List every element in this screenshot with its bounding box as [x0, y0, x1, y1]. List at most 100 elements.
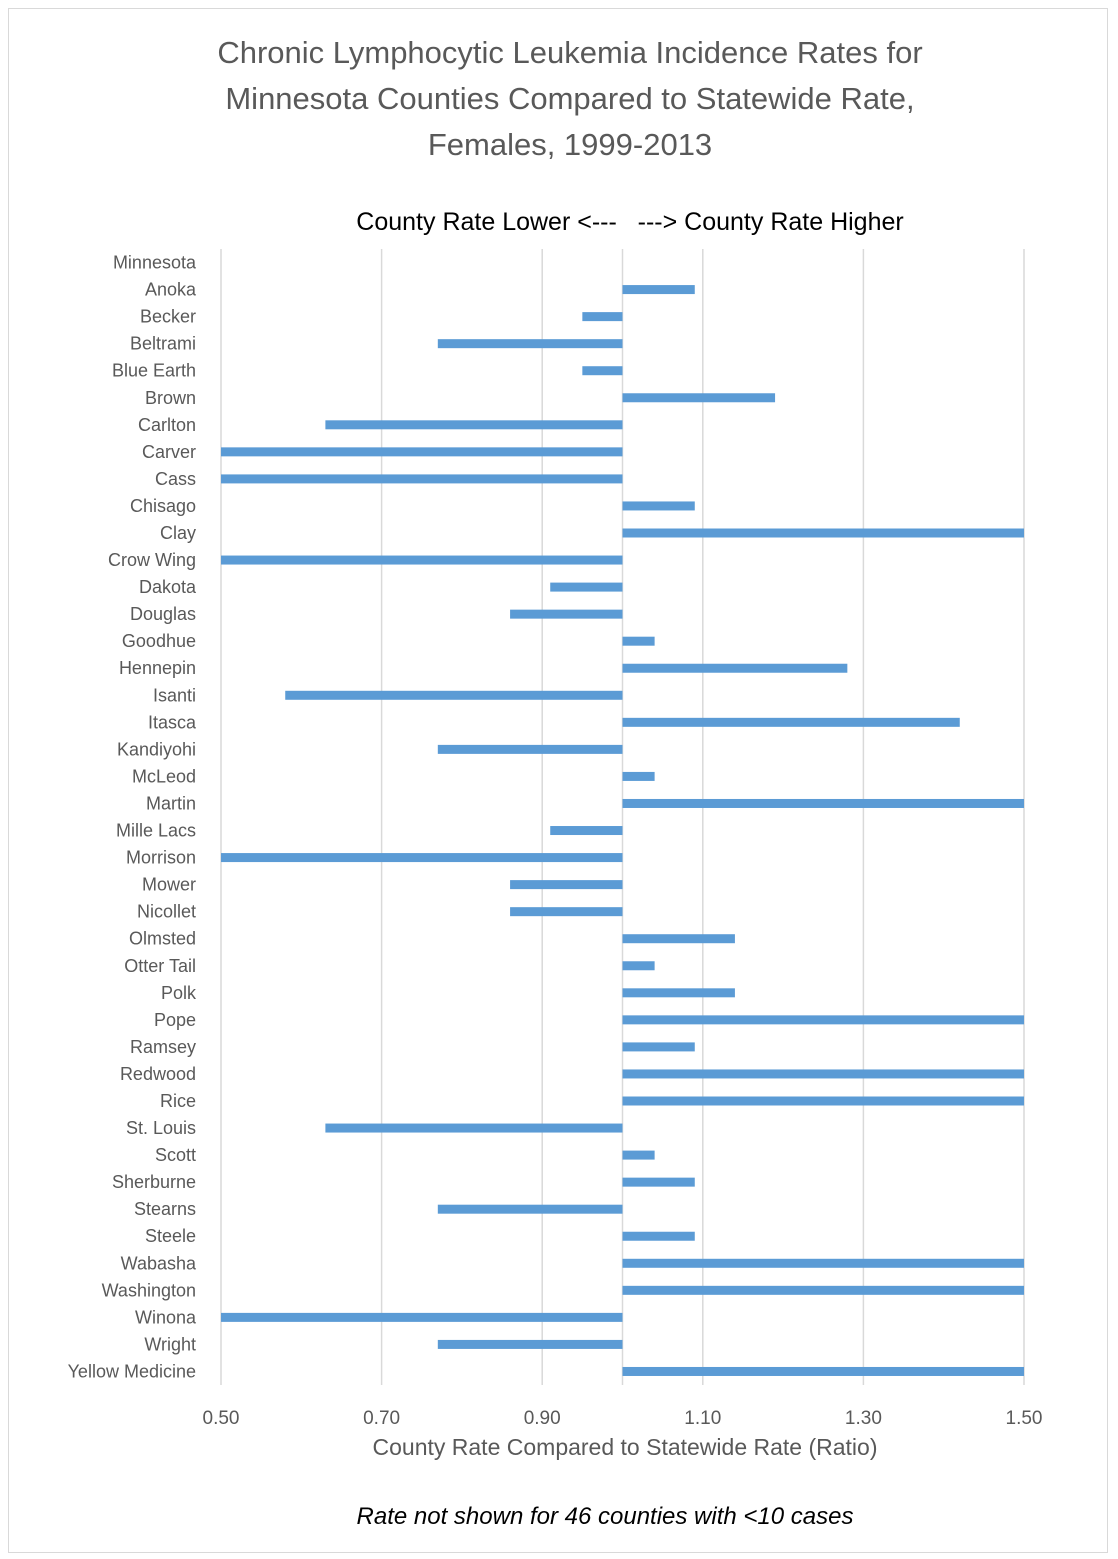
category-label: Isanti — [153, 685, 196, 705]
category-label: Wabasha — [121, 1253, 197, 1273]
category-label: Kandiyohi — [117, 739, 196, 759]
category-label: McLeod — [132, 766, 196, 786]
chart-title-line-2: Minnesota Counties Compared to Statewide… — [225, 81, 915, 116]
bar-douglas — [510, 609, 623, 619]
category-label: Crow Wing — [108, 550, 196, 570]
bar-mille-lacs — [550, 826, 623, 836]
bar-st-louis — [325, 1123, 623, 1133]
x-tick-label: 0.70 — [363, 1408, 400, 1429]
category-label: Sherburne — [112, 1172, 196, 1192]
bar-mcleod — [622, 771, 655, 781]
category-label: Nicollet — [137, 902, 196, 922]
category-label: Olmsted — [129, 929, 196, 949]
bars — [221, 285, 1024, 1376]
bar-isanti — [285, 690, 623, 700]
bar-itasca — [622, 717, 960, 727]
category-label: Douglas — [130, 604, 196, 624]
chart-frame — [8, 8, 1108, 1553]
category-label: Scott — [155, 1145, 196, 1165]
footnote: Rate not shown for 46 counties with <10 … — [356, 1503, 854, 1530]
chart-title: Chronic Lymphocytic Leukemia Incidence R… — [120, 30, 1020, 168]
bar-yellow-medicine — [622, 1366, 1024, 1376]
category-label: Stearns — [134, 1199, 196, 1219]
category-label: Beltrami — [130, 334, 196, 354]
bar-carver — [221, 447, 623, 457]
x-axis-label: County Rate Compared to Statewide Rate (… — [372, 1434, 878, 1460]
category-labels: Minnesota Anoka Becker Beltrami Blue Earth Br… — [68, 253, 197, 1382]
x-tick-label: 1.50 — [1006, 1408, 1043, 1429]
bar-chisago — [622, 501, 695, 511]
direction-label: County Rate Lower <--- ---> County Rate … — [356, 208, 904, 236]
bar-winona — [221, 1312, 623, 1322]
category-label: Cass — [155, 469, 196, 489]
bar-morrison — [221, 853, 623, 863]
category-label: Itasca — [148, 712, 197, 732]
bar-beltrami — [437, 339, 623, 349]
category-label: Rice — [160, 1091, 196, 1111]
category-label: Carver — [142, 442, 196, 462]
bar-cass — [221, 474, 623, 484]
x-tick-label: 1.10 — [684, 1408, 721, 1429]
x-tick-labels: 0.50 0.70 0.90 1.10 1.30 1.50 — [203, 1408, 1043, 1429]
bar-stearns — [437, 1204, 623, 1214]
category-label: Ramsey — [130, 1037, 196, 1057]
bar-becker — [582, 312, 623, 322]
bar-redwood — [622, 1069, 1024, 1079]
chart-title-line-1: Chronic Lymphocytic Leukemia Incidence R… — [217, 35, 923, 70]
category-label: Brown — [145, 388, 196, 408]
category-label: Hennepin — [119, 658, 196, 678]
category-label: Goodhue — [122, 631, 196, 651]
bar-rice — [622, 1096, 1024, 1106]
bar-dakota — [550, 582, 623, 592]
x-tick-label: 0.50 — [203, 1408, 240, 1429]
bar-hennepin — [622, 663, 848, 673]
bar-blue-earth — [582, 366, 623, 376]
category-label: Chisago — [130, 496, 196, 516]
bar-goodhue — [622, 636, 655, 646]
bar-carlton — [325, 420, 623, 430]
bar-scott — [622, 1150, 655, 1160]
category-label: Minnesota — [113, 253, 197, 273]
bar-olmsted — [622, 934, 735, 944]
bar-polk — [622, 988, 735, 998]
bar-brown — [622, 393, 776, 403]
bar-sherburne — [622, 1177, 695, 1187]
category-label: Morrison — [126, 848, 196, 868]
category-label: Carlton — [138, 415, 196, 435]
category-label: Anoka — [145, 280, 197, 300]
bar-wabasha — [622, 1258, 1024, 1268]
bar-washington — [622, 1285, 1024, 1295]
category-label: Steele — [145, 1226, 196, 1246]
bar-nicollet — [510, 907, 623, 917]
category-label: Polk — [161, 983, 197, 1003]
category-label: Clay — [160, 523, 196, 543]
bar-ramsey — [622, 1042, 695, 1052]
category-label: Blue Earth — [112, 361, 196, 381]
bar-clay — [622, 528, 1024, 538]
chart-title-line-3: Females, 1999-2013 — [427, 127, 713, 162]
x-tick-label: 1.30 — [845, 1408, 882, 1429]
bar-otter-tail — [622, 961, 655, 971]
category-label: Mille Lacs — [116, 821, 196, 841]
category-label: St. Louis — [126, 1118, 196, 1138]
category-label: Yellow Medicine — [68, 1361, 196, 1381]
bar-anoka — [622, 285, 695, 295]
category-label: Martin — [146, 793, 196, 813]
category-label: Pope — [154, 1010, 196, 1030]
category-label: Redwood — [120, 1064, 196, 1084]
category-label: Washington — [102, 1280, 196, 1300]
category-label: Becker — [140, 307, 196, 327]
bar-mower — [510, 880, 623, 890]
bar-kandiyohi — [437, 744, 623, 754]
category-label: Dakota — [139, 577, 197, 597]
bar-martin — [622, 798, 1024, 808]
bar-steele — [622, 1231, 695, 1241]
category-label: Mower — [142, 875, 196, 895]
bar-crow-wing — [221, 555, 623, 565]
bar-wright — [437, 1339, 623, 1349]
category-label: Winona — [135, 1307, 197, 1327]
category-label: Wright — [144, 1334, 196, 1354]
x-tick-label: 0.90 — [524, 1408, 561, 1429]
bar-pope — [622, 1015, 1024, 1025]
